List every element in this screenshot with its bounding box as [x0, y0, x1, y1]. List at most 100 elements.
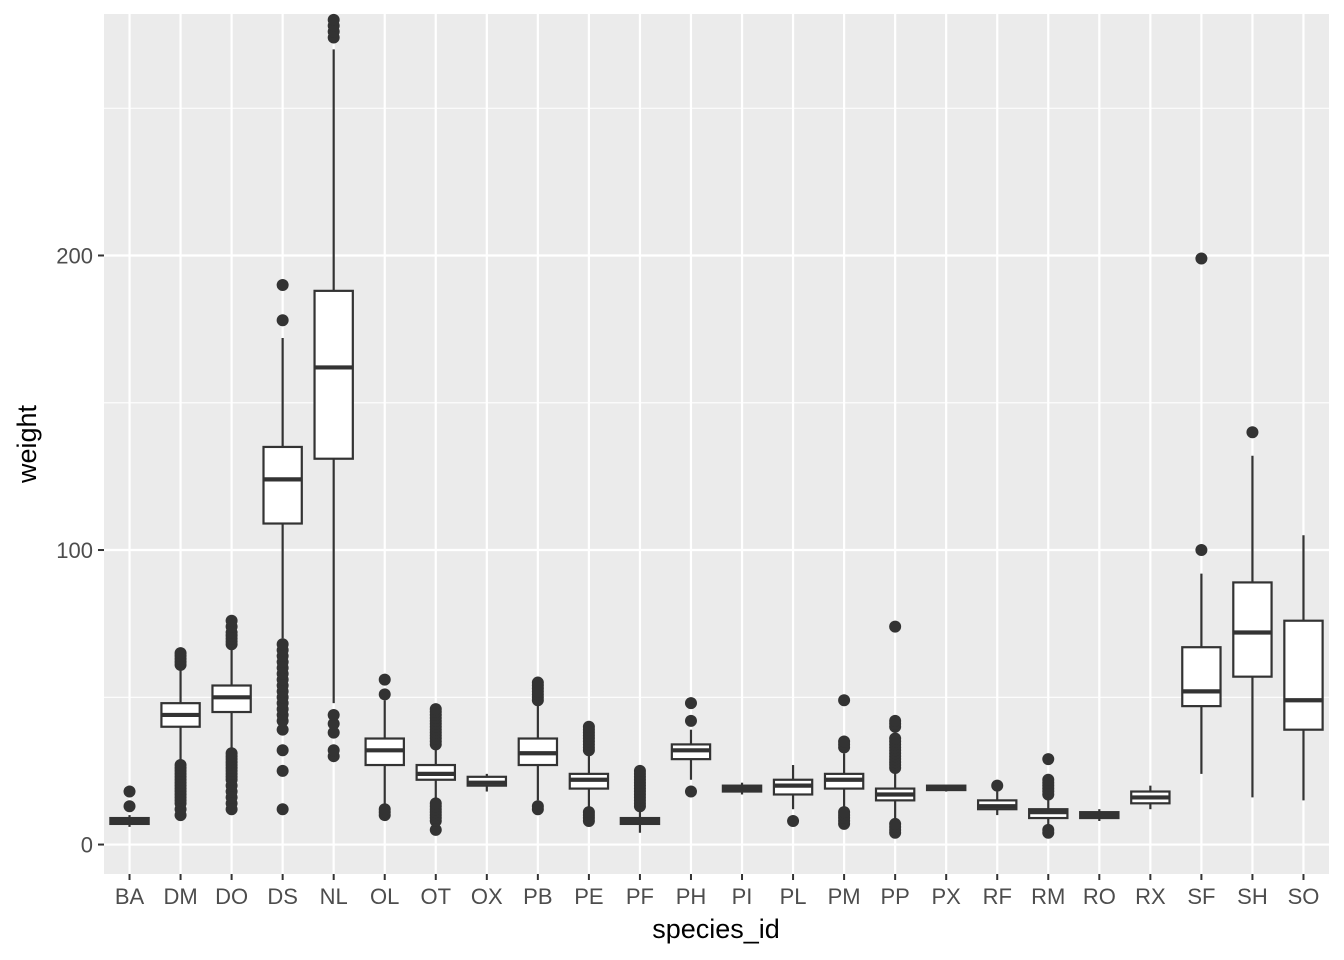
x-tick-label: PL	[780, 884, 807, 909]
outlier-point	[123, 800, 136, 813]
x-tick-label: PM	[828, 884, 861, 909]
x-tick-label: SH	[1237, 884, 1268, 909]
outlier-point	[633, 764, 646, 777]
box-iqr	[1232, 581, 1273, 678]
x-tick-label: SO	[1288, 884, 1320, 909]
box-ro	[1079, 809, 1120, 821]
outlier-point	[684, 785, 697, 798]
outlier-point	[327, 717, 340, 730]
box-iqr	[1283, 619, 1324, 731]
x-tick-label: OT	[420, 884, 451, 909]
outlier-point	[1042, 823, 1055, 836]
box-rm	[1028, 753, 1069, 839]
box-dm	[160, 647, 201, 822]
outlier-point	[429, 703, 442, 716]
box-ot	[415, 703, 457, 836]
outlier-point	[174, 647, 187, 660]
box-rx	[1130, 785, 1171, 810]
box-pm	[823, 694, 865, 830]
y-axis-title: weight	[12, 404, 42, 484]
box-pe	[568, 720, 610, 827]
outlier-point	[1246, 426, 1259, 439]
box-pf	[619, 764, 661, 833]
box-px	[925, 784, 967, 792]
outlier-point	[1042, 773, 1055, 786]
box-pp	[874, 620, 916, 839]
outlier-point	[429, 823, 442, 836]
outlier-point	[276, 278, 289, 291]
outlier-point	[174, 759, 187, 772]
outlier-point	[276, 314, 289, 327]
x-tick-label: DO	[215, 884, 248, 909]
outlier-point	[276, 638, 289, 651]
outlier-point	[276, 803, 289, 816]
box-do	[211, 614, 252, 816]
outlier-point	[889, 620, 902, 633]
panel-background	[104, 14, 1329, 874]
x-tick-label: DM	[163, 884, 197, 909]
box-pl	[772, 765, 814, 827]
outlier-point	[1042, 753, 1055, 766]
outlier-point	[378, 688, 391, 701]
outlier-point	[684, 697, 697, 710]
box-sh	[1232, 426, 1273, 798]
x-tick-label: PI	[732, 884, 753, 909]
outlier-point	[531, 800, 544, 813]
outlier-point	[582, 720, 595, 733]
outlier-point	[684, 714, 697, 727]
outlier-point	[889, 732, 902, 745]
outlier-point	[1195, 252, 1208, 265]
box-iqr	[262, 445, 303, 525]
y-tick-label: 0	[81, 833, 93, 858]
box-ox	[466, 773, 508, 792]
box-rf	[976, 779, 1018, 816]
outlier-point	[225, 747, 238, 760]
outlier-point	[276, 723, 289, 736]
x-tick-label: RX	[1135, 884, 1166, 909]
box-pb	[517, 676, 559, 816]
x-tick-label: OX	[471, 884, 503, 909]
x-tick-label: PP	[880, 884, 909, 909]
x-tick-label: PX	[932, 884, 962, 909]
outlier-point	[838, 735, 851, 748]
box-iqr	[1181, 646, 1222, 708]
x-tick-label: PF	[626, 884, 654, 909]
box-ph	[670, 697, 712, 798]
box-nl	[313, 13, 354, 763]
x-tick-label: NL	[320, 884, 348, 909]
x-tick-label: BA	[115, 884, 145, 909]
box-ba	[109, 785, 150, 827]
outlier-point	[225, 614, 238, 627]
outlier-point	[327, 726, 340, 739]
x-tick-label: PB	[523, 884, 552, 909]
outlier-point	[429, 797, 442, 810]
outlier-point	[582, 806, 595, 819]
x-tick-label: RF	[983, 884, 1012, 909]
box-sf	[1181, 252, 1222, 774]
y-axis: 0 100 200	[56, 244, 104, 858]
outlier-point	[378, 803, 391, 816]
x-tick-label: RO	[1083, 884, 1116, 909]
outlier-point	[1195, 544, 1208, 557]
outlier-point	[327, 13, 340, 26]
outlier-point	[838, 694, 851, 707]
outlier-point	[327, 744, 340, 757]
box-iqr	[313, 289, 354, 460]
x-axis-title: species_id	[652, 914, 780, 944]
x-tick-label: PE	[574, 884, 603, 909]
x-tick-label: OL	[370, 884, 399, 909]
outlier-point	[838, 806, 851, 819]
x-tick-label: PH	[676, 884, 707, 909]
y-tick-label: 200	[56, 244, 93, 269]
x-tick-label: SF	[1187, 884, 1215, 909]
x-axis: BA DM DO DS NL OL OT OX PB PE PF PH PI PL PM PP PX RF RM RO…	[115, 874, 1320, 909]
minor-gridlines	[104, 107, 1329, 698]
outlier-point	[276, 764, 289, 777]
outlier-point	[378, 673, 391, 686]
outlier-point	[991, 779, 1004, 792]
x-tick-label: RM	[1031, 884, 1065, 909]
box-pi	[721, 782, 763, 795]
outlier-point	[123, 785, 136, 798]
box-ds	[262, 278, 303, 816]
